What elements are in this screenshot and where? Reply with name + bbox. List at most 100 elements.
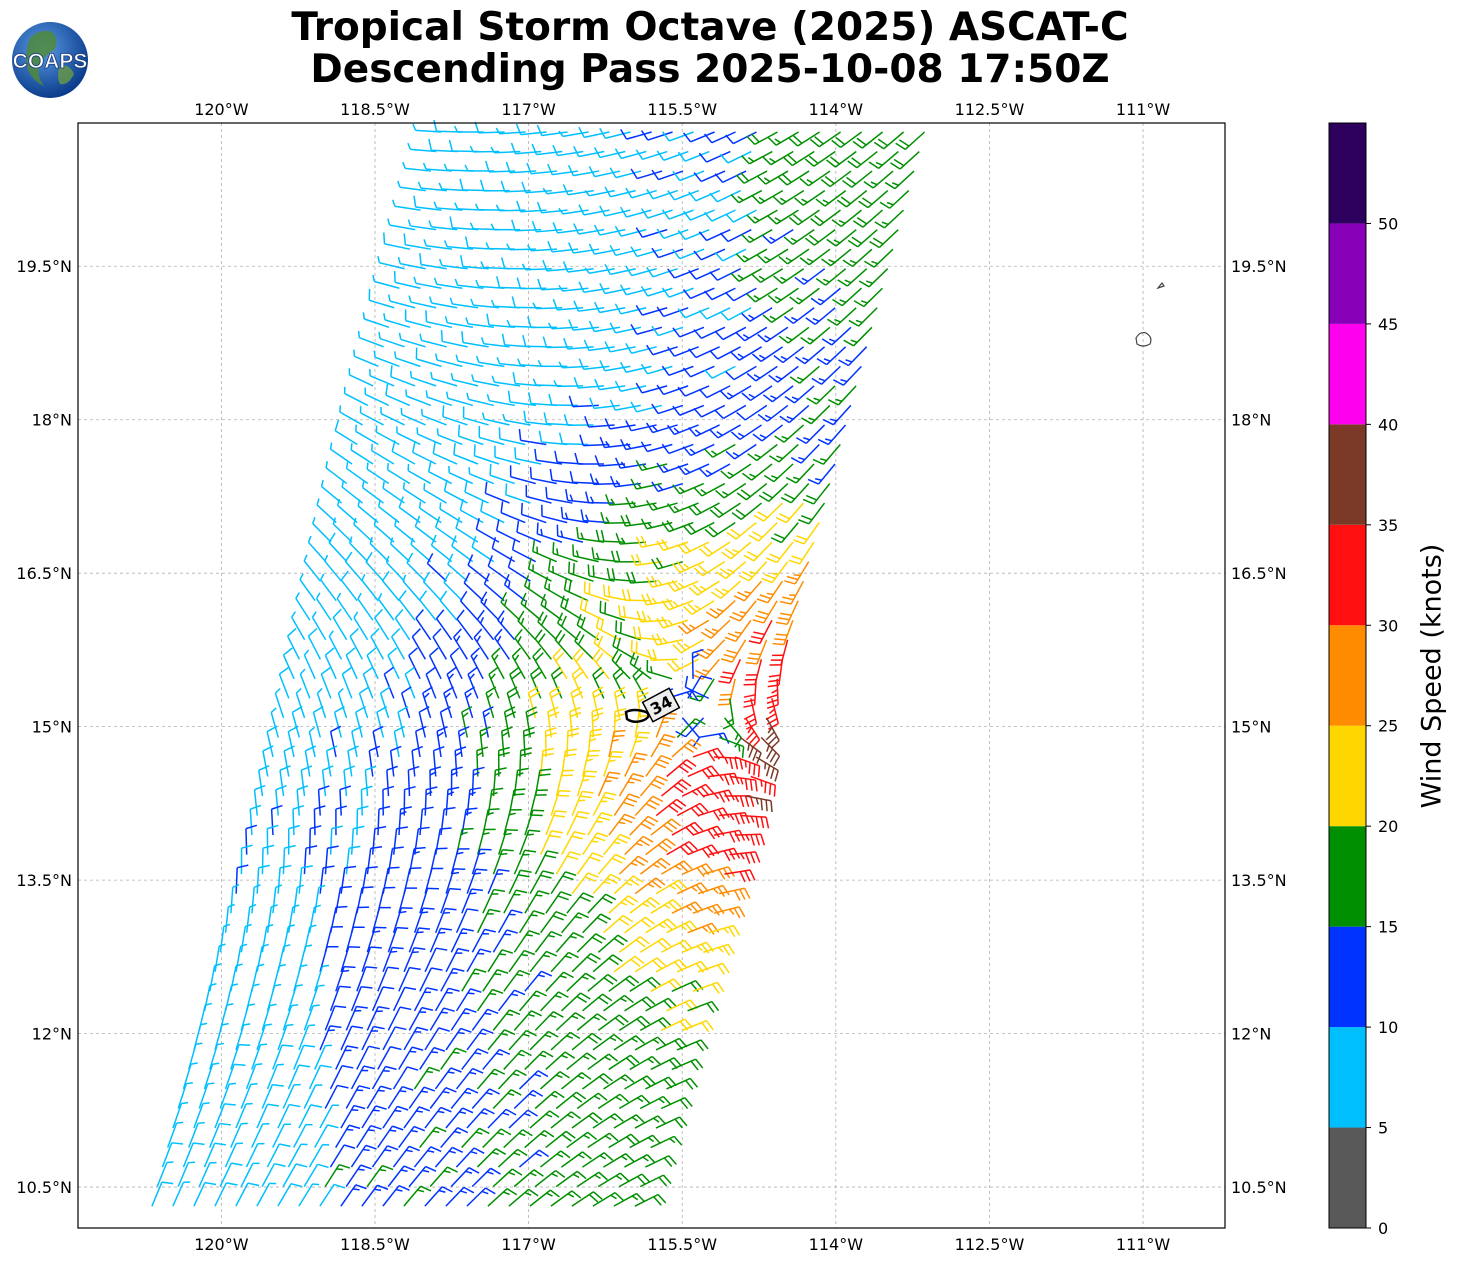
wind-barb	[383, 313, 411, 329]
wind-barb	[545, 971, 574, 992]
wind-barb	[377, 805, 391, 836]
wind-barb	[532, 302, 563, 310]
wind-barb	[465, 317, 495, 329]
wind-barb	[816, 346, 847, 366]
wind-barb	[492, 1089, 522, 1110]
wind-barb	[709, 346, 741, 360]
wind-barb	[319, 1104, 340, 1129]
wind-barb	[482, 1128, 512, 1149]
wind-barb	[467, 666, 479, 699]
wind-barb	[413, 276, 442, 289]
wind-barb	[277, 1023, 294, 1051]
wind-barb	[676, 802, 709, 817]
wind-barb	[794, 346, 826, 365]
wind-barb	[746, 287, 778, 303]
wind-barb	[382, 1105, 409, 1129]
wind-barb	[497, 909, 523, 934]
wind-barb	[531, 220, 563, 233]
wind-barb	[629, 1134, 661, 1149]
wind-barb	[307, 627, 322, 660]
wind-barb	[379, 686, 391, 719]
wind-barb	[592, 1191, 624, 1207]
wind-barb	[282, 647, 295, 680]
wind-barb	[741, 385, 773, 402]
wind-barb	[762, 307, 794, 324]
wind-barb	[630, 478, 662, 490]
colorbar-tick-label: 45	[1378, 315, 1398, 334]
wind-barb	[661, 598, 694, 611]
wind-barb	[413, 987, 438, 1012]
wind-barb	[411, 628, 427, 660]
lat-label-left: 13.5°N	[16, 871, 72, 890]
wind-barb	[580, 509, 610, 524]
wind-barb	[597, 934, 628, 953]
wind-barb	[249, 804, 262, 836]
wind-barb	[635, 535, 668, 548]
wind-barb	[766, 678, 779, 709]
wind-barb	[879, 190, 910, 209]
wind-barb	[784, 561, 810, 585]
wind-barb	[447, 553, 468, 582]
wind-barb	[703, 943, 735, 956]
wind-barb	[492, 848, 514, 875]
wind-barb	[485, 686, 497, 719]
wind-barb	[251, 1043, 268, 1070]
wind-barb	[688, 346, 720, 359]
wind-barb	[720, 463, 752, 480]
wind-barb	[287, 824, 300, 855]
wind-barb	[571, 1032, 602, 1051]
wind-barb	[368, 288, 395, 309]
wind-barb	[562, 184, 594, 196]
wind-barb	[692, 981, 725, 994]
gridlines	[78, 123, 1225, 1228]
wind-barb	[382, 1026, 407, 1051]
wind-barb	[357, 330, 384, 348]
wind-barb	[382, 946, 404, 973]
wind-barb	[833, 365, 862, 386]
wind-barb	[413, 195, 442, 211]
wind-barb	[402, 482, 426, 504]
wind-barb	[661, 365, 694, 377]
wind-barb	[606, 567, 636, 582]
wind-barb	[293, 1123, 313, 1148]
wind-barb	[312, 705, 324, 738]
wind-barb	[397, 256, 426, 270]
wind-barb	[629, 976, 661, 992]
wind-barb	[429, 1166, 458, 1188]
wind-barb	[541, 504, 568, 524]
wind-barb	[534, 1090, 565, 1110]
wind-barb	[320, 573, 337, 602]
wind-barb	[461, 1048, 489, 1070]
wind-barb	[337, 687, 348, 719]
wind-barb	[634, 795, 664, 817]
wind-barb	[756, 170, 789, 185]
wind-barb	[619, 284, 652, 296]
wind-barb	[340, 1104, 366, 1129]
wind-barb	[569, 706, 582, 738]
wind-barb	[869, 229, 899, 249]
lon-label-bottom: 118.5°W	[340, 1235, 410, 1254]
wind-barb	[672, 482, 705, 495]
wind-barb	[529, 666, 543, 699]
wind-barb	[303, 1163, 329, 1188]
wind-barb	[261, 1162, 286, 1187]
wind-barb	[550, 1190, 582, 1207]
wind-barb	[700, 619, 731, 639]
wind-barb	[340, 1184, 367, 1207]
wind-barb	[445, 947, 470, 973]
wind-barb	[392, 826, 408, 855]
wind-barb	[474, 203, 505, 211]
wind-barb	[419, 333, 447, 348]
wind-barb	[645, 422, 678, 434]
wind-barb	[396, 426, 421, 446]
wind-barb	[731, 502, 762, 520]
lon-label-bottom: 114°W	[809, 1235, 864, 1254]
wind-barb	[389, 745, 402, 777]
wind-barb	[554, 629, 573, 660]
wind-barb	[453, 443, 479, 465]
wind-barb	[461, 888, 483, 914]
wind-barb	[403, 1026, 429, 1051]
wind-barb	[324, 1163, 351, 1188]
wind-barb	[755, 756, 779, 782]
wind-barb	[552, 144, 584, 157]
